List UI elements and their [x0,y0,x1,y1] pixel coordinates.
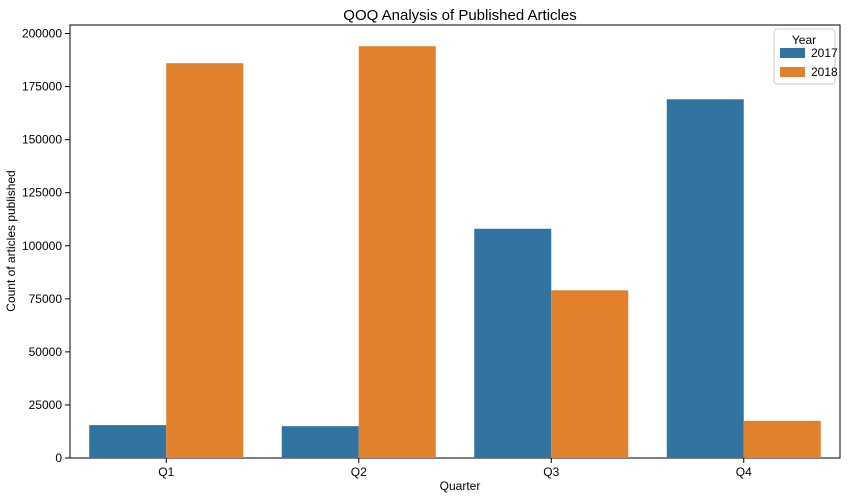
chart-title: QOQ Analysis of Published Articles [343,7,576,24]
x-tick-label-Q4: Q4 [736,465,752,479]
x-axis-label: Quarter [440,479,481,493]
y-tick-label: 125000 [22,186,62,200]
y-tick-label: 150000 [22,133,62,147]
bar-2017-Q1 [89,425,167,458]
legend-swatch-2018 [780,67,805,77]
legend-swatch-2017 [780,48,805,58]
legend: Year 2017 2018 [773,28,838,85]
bar-2017-Q3 [474,228,552,458]
y-axis: 0 25000 50000 75000 100000 125000 150000 175000… [22,26,70,465]
bars-layer [89,46,821,459]
bar-2018-Q1 [166,63,244,459]
y-tick-label: 25000 [29,398,63,412]
y-tick-label: 0 [55,451,62,465]
y-axis-label: Count of articles published [4,170,18,311]
x-tick-label-Q1: Q1 [158,465,174,479]
x-tick-label-Q2: Q2 [351,465,367,479]
y-tick-label: 75000 [29,292,63,306]
plot-frame [69,24,841,459]
y-tick-label: 50000 [29,345,63,359]
y-tick-label: 175000 [22,80,62,94]
y-tick-label: 100000 [22,239,62,253]
legend-label-2017: 2017 [811,46,838,60]
legend-title: Year [792,33,816,47]
bar-2017-Q4 [666,99,744,458]
bar-2018-Q3 [551,290,629,458]
bar-2018-Q4 [743,420,821,458]
y-tick-label: 200000 [22,26,62,40]
legend-label-2018: 2018 [811,65,838,79]
bar-2017-Q2 [281,426,359,458]
x-tick-label-Q3: Q3 [543,465,559,479]
x-axis: Q1 Q2 Q3 Q4 [158,458,752,479]
bar-2018-Q2 [358,46,436,458]
legend-entries: 2017 2018 [780,46,838,79]
plot-area: 0 25000 50000 75000 100000 125000 150000 175000… [22,24,841,479]
